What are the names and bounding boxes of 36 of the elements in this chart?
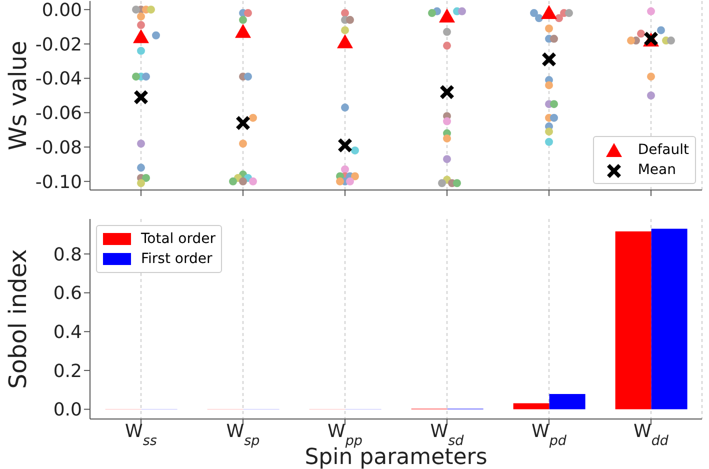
point [236,116,250,130]
point [337,34,353,48]
x-tick-label: W$_{pd}$ [532,421,567,449]
y-tick-label: -0.06 [35,103,82,124]
point [338,138,352,152]
point [440,85,454,100]
x-tick-label: W$_{dd}$ [634,421,669,449]
bar [615,231,652,410]
legend-label: Mean [638,162,676,178]
y-tick-label: 0.6 [53,283,82,304]
y-tick-label: 0.2 [53,360,82,382]
y-axis-title: Sobol index [4,249,32,389]
y-tick-label: 0.00 [42,0,82,21]
x-tick-label: W$_{ss}$ [125,421,157,449]
x-tick-label: W$_{sp}$ [226,421,260,449]
point [133,29,149,44]
y-tick-label: -0.10 [35,172,82,193]
legend-label: Total order [141,231,216,247]
point [134,90,148,104]
legend-label: Default [638,142,689,158]
y-tick-label: -0.08 [35,137,82,158]
y-tick-label: 0.0 [53,400,82,421]
y-tick-label: 0.4 [53,322,82,344]
y-axis-title: Ws value [4,40,32,150]
point [542,52,556,66]
point [235,24,251,38]
point [541,5,557,20]
y-tick-label: 0.8 [53,244,82,266]
bar [549,394,586,410]
y-tick-label: -0.04 [35,68,82,90]
bar [513,403,550,410]
bar [651,228,688,410]
x-tick-label: W$_{sd}$ [430,421,464,449]
legend-label: First order [141,251,212,267]
point [439,8,455,22]
y-tick-label: -0.02 [35,34,82,56]
